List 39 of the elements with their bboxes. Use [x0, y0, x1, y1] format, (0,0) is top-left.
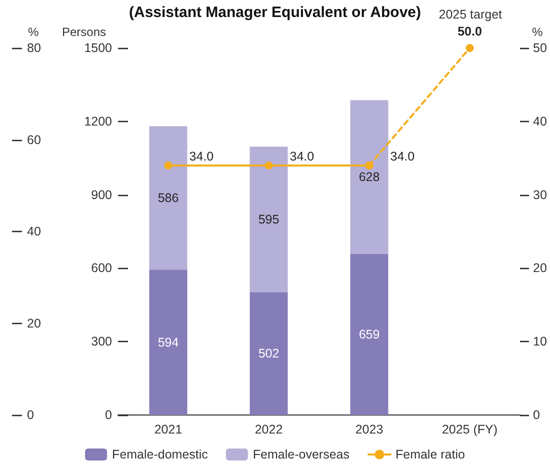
legend-label: Female ratio	[395, 448, 465, 462]
y2-tick-label: 30	[533, 188, 547, 202]
data-label: 594	[158, 335, 179, 350]
y2-axis-title: %	[532, 25, 543, 39]
data-label: 34.0	[390, 149, 415, 164]
chart-title: (Assistant Manager Equivalent or Above)	[128, 4, 422, 21]
y3-axis-title: %	[28, 25, 39, 39]
text: 2025 target	[438, 8, 503, 22]
y2-tick-label: 50	[533, 41, 547, 55]
x-tick-label: 2022	[254, 422, 283, 436]
data-label: 659	[358, 327, 380, 342]
y-tick-label: 0	[105, 408, 112, 422]
data-label: 595	[258, 212, 280, 226]
y-tick-label: 600	[91, 261, 112, 276]
y2-tick-label: 20	[533, 261, 547, 276]
data-label: 34.0	[189, 149, 214, 164]
y3-tick-label: 0	[27, 408, 34, 422]
legend-label: Female-domestic	[112, 448, 208, 462]
y-tick-label: 300	[91, 334, 112, 349]
y3-tick-label: 20	[27, 316, 41, 330]
y3-tick-label: 60	[27, 132, 41, 147]
y-tick-label: 900	[91, 188, 112, 202]
data-label: 50.0	[458, 24, 482, 38]
y3-tick-label: 40	[27, 224, 41, 238]
y3-tick-label: 80	[27, 41, 41, 55]
data-label: 502	[258, 346, 280, 361]
data-label: 34.0	[290, 149, 314, 164]
y2-tick-label: 40	[533, 114, 547, 128]
x-tick-label: 2021	[154, 422, 182, 436]
y-axis-title: Persons	[62, 25, 106, 39]
y-tick-label: 1500	[84, 41, 112, 55]
y2-tick-label: 10	[533, 334, 547, 349]
data-label: 586	[158, 190, 179, 205]
y-tick-label: 1200	[84, 114, 112, 128]
legend-label: Female-overseas	[252, 448, 350, 462]
x-tick-label: 2023	[355, 422, 384, 436]
y2-tick-label: 0	[533, 408, 540, 422]
x-tick-label: 2025 (FY)	[442, 422, 498, 436]
data-label: 628	[358, 170, 380, 184]
